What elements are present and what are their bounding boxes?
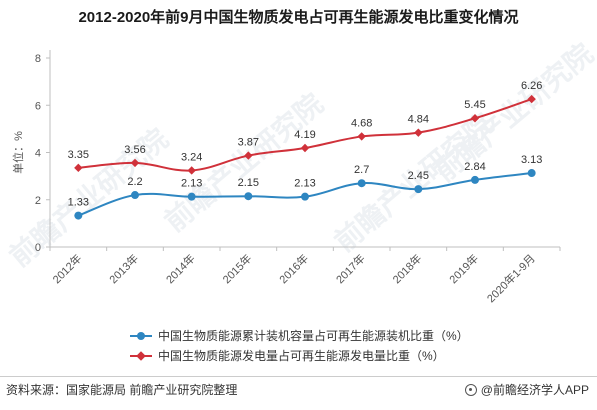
data-label: 3.56 — [124, 144, 145, 156]
legend-swatch-red — [130, 350, 152, 362]
data-point — [414, 185, 423, 194]
y-tick-label: 2 — [35, 195, 41, 207]
data-label: 3.35 — [68, 149, 89, 161]
legend-item-installed-capacity: 中国生物质能源累计装机容量占可再生能源装机比重（%） — [130, 327, 469, 344]
data-point — [357, 132, 366, 141]
footer-source: 资料来源：国家能源局 前瞻产业研究院整理 — [6, 383, 238, 397]
data-label: 1.33 — [68, 197, 89, 209]
data-label: 6.26 — [521, 80, 542, 92]
data-point — [301, 192, 309, 201]
data-point — [74, 163, 83, 173]
data-label: 2.2 — [127, 176, 142, 188]
data-point — [471, 175, 479, 184]
data-label: 2.13 — [181, 178, 202, 190]
x-tick-label: 2015年 — [219, 251, 254, 286]
data-point — [131, 191, 139, 200]
x-tick-label: 2014年 — [163, 251, 198, 286]
data-point — [527, 169, 536, 178]
data-label: 2.7 — [354, 164, 369, 176]
x-tick-label: 2012年 — [49, 251, 84, 286]
x-tick-label: 2017年 — [333, 251, 368, 286]
data-point — [527, 94, 536, 104]
data-point — [187, 166, 196, 175]
footer-brand: @前瞻经济学人APP — [464, 381, 589, 398]
data-label: 2.13 — [294, 178, 315, 190]
brand-logo-icon — [464, 383, 477, 396]
data-point — [357, 179, 366, 188]
footer-brand-label: @前瞻经济学人APP — [480, 383, 589, 397]
data-point — [130, 158, 140, 168]
data-label: 4.68 — [351, 117, 372, 129]
data-label: 2.15 — [238, 177, 259, 189]
data-point — [187, 192, 196, 201]
data-point — [470, 114, 480, 123]
data-point — [244, 151, 253, 160]
x-tick-label: 2019年 — [446, 251, 481, 286]
y-tick-label: 8 — [35, 53, 41, 65]
data-point — [300, 143, 310, 153]
legend-item-generation: 中国生物质能源发电量占可再生能源发电量比重（%） — [130, 347, 445, 364]
y-tick-label: 0 — [35, 242, 41, 254]
x-tick-label: 2016年 — [276, 251, 311, 286]
data-label: 5.45 — [464, 99, 485, 111]
chart-title: 2012-2020年前9月中国生物质发电占可再生能源发电比重变化情况 — [78, 9, 519, 26]
y-tick-label: 6 — [35, 100, 41, 112]
y-tick-label: 4 — [35, 148, 41, 160]
y-axis-label: 单位：% — [11, 131, 25, 174]
data-point — [74, 211, 83, 220]
legend-swatch-blue — [130, 330, 152, 342]
x-tick-label: 2018年 — [389, 251, 424, 286]
legend-label-installed-capacity: 中国生物质能源累计装机容量占可再生能源装机比重（%） — [158, 329, 469, 343]
legend-label-generation: 中国生物质能源发电量占可再生能源发电量比重（%） — [158, 349, 445, 363]
footer-divider — [0, 376, 597, 377]
x-tick-label: 2020年1-9月 — [484, 251, 538, 305]
x-tick-label: 2013年 — [106, 251, 141, 286]
data-label: 2.45 — [408, 170, 429, 182]
data-label: 2.84 — [464, 161, 485, 173]
data-point — [244, 192, 253, 201]
data-point — [414, 128, 423, 137]
data-label: 4.19 — [294, 129, 315, 141]
data-label: 3.13 — [521, 154, 542, 166]
data-label: 4.84 — [408, 114, 429, 126]
data-label: 3.87 — [238, 137, 259, 149]
watermark-text: 前瞻产业研究院 — [428, 37, 597, 188]
data-label: 3.24 — [181, 151, 202, 163]
